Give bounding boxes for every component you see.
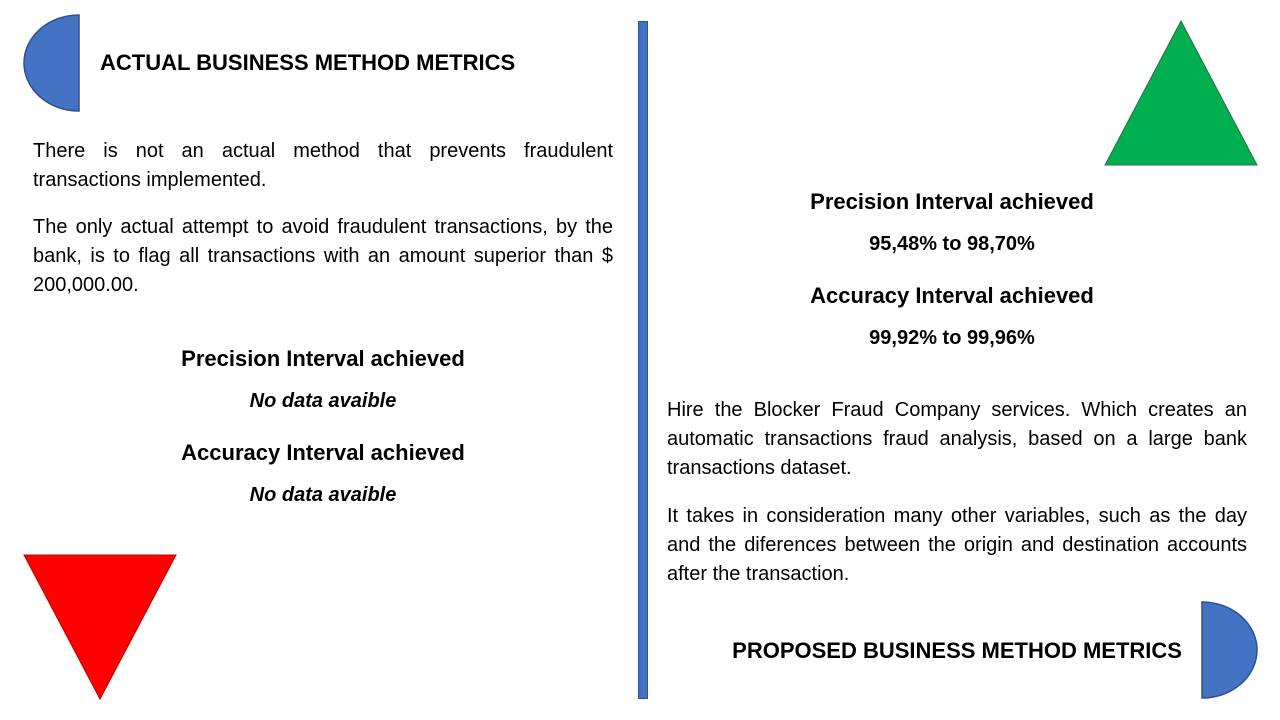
actual-precision-heading: Precision Interval achieved <box>181 346 465 371</box>
proposed-metrics: Precision Interval achieved 95,48% to 98… <box>662 187 1242 352</box>
vertical-divider <box>638 21 648 699</box>
actual-accuracy-heading: Accuracy Interval achieved <box>181 440 465 465</box>
actual-metrics: Precision Interval achieved No data avai… <box>33 344 613 509</box>
proposed-accuracy-heading: Accuracy Interval achieved <box>810 283 1094 308</box>
blue-half-circle-bottom-right <box>1201 601 1258 699</box>
proposed-accuracy-value: 99,92% to 99,96% <box>869 327 1035 349</box>
blue-half-circle-top-left <box>23 14 80 112</box>
proposed-precision-heading: Precision Interval achieved <box>810 189 1094 214</box>
actual-method-paragraph-2: The only actual attempt to avoid fraudul… <box>33 216 613 296</box>
proposed-method-paragraph-2: It takes in consideration many other var… <box>667 505 1247 585</box>
green-triangle-top-right <box>1104 20 1258 166</box>
actual-precision-value: No data avaible <box>249 390 397 412</box>
actual-accuracy-value: No data avaible <box>249 484 397 506</box>
red-triangle-bottom-left <box>23 554 177 701</box>
proposed-precision-value: 95,48% to 98,70% <box>869 233 1035 255</box>
actual-method-title: ACTUAL BUSINESS METHOD METRICS <box>100 50 516 75</box>
proposed-method-paragraph-1: Hire the Blocker Fraud Company services.… <box>667 399 1247 479</box>
proposed-method-title: PROPOSED BUSINESS METHOD METRICS <box>732 638 1182 663</box>
actual-method-paragraph-1: There is not an actual method that preve… <box>33 140 613 191</box>
